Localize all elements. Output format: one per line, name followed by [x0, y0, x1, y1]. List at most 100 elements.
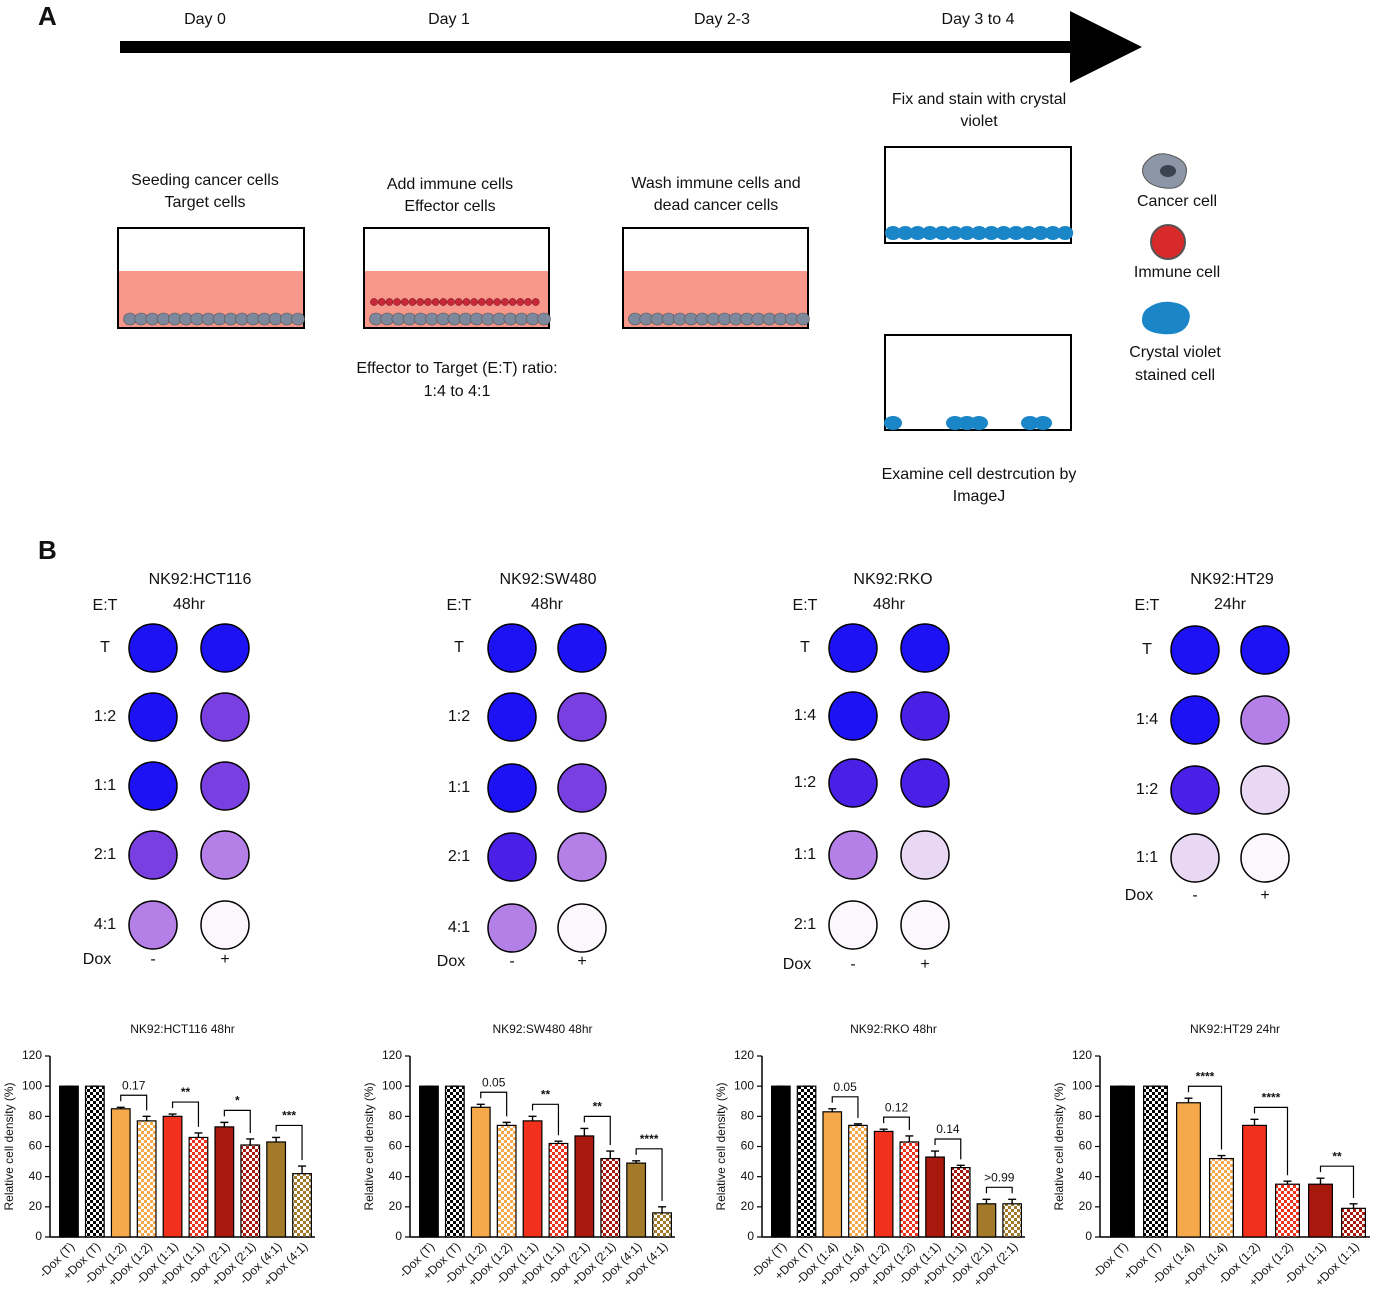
- ratio-note: Effector to Target (E:T) ratio:: [356, 360, 557, 377]
- dox-label: Dox: [1125, 887, 1153, 904]
- bar: [136, 1120, 157, 1238]
- row-label: 1:2: [94, 708, 116, 725]
- immune-cell: [424, 298, 432, 306]
- y-axis-label: Relative cell density (%): [362, 1082, 376, 1210]
- bar: [925, 1156, 945, 1238]
- error-bar: [1316, 1177, 1325, 1185]
- bar: [770, 1085, 791, 1238]
- y-tick-label: 0: [35, 1229, 42, 1243]
- bar: [873, 1130, 894, 1238]
- stained-cell: [909, 226, 926, 240]
- y-axis-label: Relative cell density (%): [1052, 1082, 1066, 1210]
- bar: [292, 1173, 312, 1238]
- well-plus: [900, 830, 950, 880]
- timeline-label: Day 2-3: [694, 11, 750, 28]
- cancer-cell: [537, 312, 551, 326]
- immune-cell: [524, 298, 532, 306]
- well-minus: [487, 763, 537, 813]
- bar: [626, 1162, 647, 1238]
- cancer-cell-nucleus: [1160, 165, 1176, 177]
- y-tick-label: 100: [22, 1078, 42, 1092]
- row-label: T: [100, 639, 110, 656]
- immune-cell: [416, 298, 425, 306]
- well-stained-1: [884, 146, 1072, 244]
- sig-label: 0.05: [482, 1075, 506, 1089]
- error-bar: [853, 1123, 862, 1126]
- row-label: 4:1: [448, 919, 470, 936]
- immune-cell: [508, 298, 517, 306]
- well-plus: [557, 832, 607, 882]
- bar: [1176, 1102, 1201, 1238]
- sig-bracket: [480, 1091, 508, 1117]
- bar: [796, 1085, 817, 1238]
- sig-bracket: [883, 1116, 910, 1130]
- bar: [574, 1135, 595, 1238]
- error-bar: [905, 1135, 914, 1142]
- bar: [522, 1120, 543, 1238]
- sig-label: ****: [1196, 1069, 1215, 1083]
- well-minus: [1170, 695, 1220, 745]
- stained-cell: [1034, 416, 1052, 430]
- bar: [950, 1167, 971, 1238]
- y-tick-label: 80: [29, 1109, 43, 1123]
- error-bar: [1349, 1203, 1358, 1209]
- dox-minus: -: [509, 953, 514, 970]
- row-label: 1:1: [94, 777, 116, 794]
- step-text: Effector cells: [404, 198, 495, 215]
- error-bar: [554, 1140, 563, 1144]
- stained-cell: [1008, 226, 1024, 240]
- bar: [548, 1142, 569, 1238]
- error-bar: [1283, 1180, 1292, 1185]
- bar: [1209, 1157, 1234, 1238]
- sig-bracket: [934, 1138, 962, 1160]
- stained-cell: [884, 416, 902, 430]
- immune-cell: [531, 298, 540, 306]
- row-label: 1:2: [1136, 781, 1158, 798]
- error-bar: [528, 1115, 537, 1121]
- sig-bracket: [223, 1109, 251, 1133]
- y-tick-label: 20: [741, 1199, 755, 1213]
- well-plus: [200, 692, 250, 742]
- bar: [976, 1203, 997, 1238]
- bar: [84, 1085, 105, 1238]
- y-tick-label: 0: [395, 1229, 402, 1243]
- bar: [444, 1085, 465, 1238]
- et-label: E:T: [793, 597, 818, 614]
- immune-cell: [370, 298, 378, 306]
- bar: [266, 1141, 287, 1238]
- row-label: T: [454, 639, 464, 656]
- well-minus: [487, 832, 537, 882]
- legend-text: Immune cell: [1134, 264, 1220, 281]
- sig-bracket: [1319, 1165, 1355, 1198]
- sig-bracket: [831, 1096, 859, 1118]
- timeline-label: Day 1: [428, 11, 470, 28]
- y-tick-label: 100: [382, 1078, 402, 1092]
- timeline-label: Day 3 to 4: [942, 11, 1015, 28]
- sig-label: 0.05: [833, 1080, 857, 1094]
- step-text: dead cancer cells: [654, 197, 779, 214]
- well-plus: [557, 623, 607, 673]
- chart-title: NK92:HT29 24hr: [1190, 1022, 1280, 1036]
- sig-bracket: [531, 1103, 560, 1136]
- well-plus: [1240, 765, 1290, 815]
- y-tick-label: 20: [29, 1199, 43, 1213]
- immune-cell: [431, 298, 440, 306]
- y-axis-label: Relative cell density (%): [714, 1082, 728, 1210]
- error-bar: [982, 1198, 991, 1204]
- y-tick-label: 80: [1079, 1109, 1093, 1123]
- y-tick-label: 80: [741, 1109, 755, 1123]
- row-label: 2:1: [794, 916, 816, 933]
- error-bar: [658, 1206, 667, 1213]
- ratio-note: 1:4 to 4:1: [424, 383, 491, 400]
- bar: [1110, 1085, 1135, 1238]
- stained-cell: [946, 226, 963, 240]
- bar: [1308, 1183, 1333, 1238]
- sig-bracket: [171, 1101, 200, 1127]
- error-bar: [1008, 1198, 1017, 1204]
- well-minus: [128, 830, 178, 880]
- bar: [600, 1157, 621, 1238]
- immune-cell: [439, 298, 448, 306]
- sig-label: >0.99: [984, 1170, 1015, 1184]
- et-label: E:T: [1135, 597, 1160, 614]
- dox-minus: -: [850, 956, 855, 973]
